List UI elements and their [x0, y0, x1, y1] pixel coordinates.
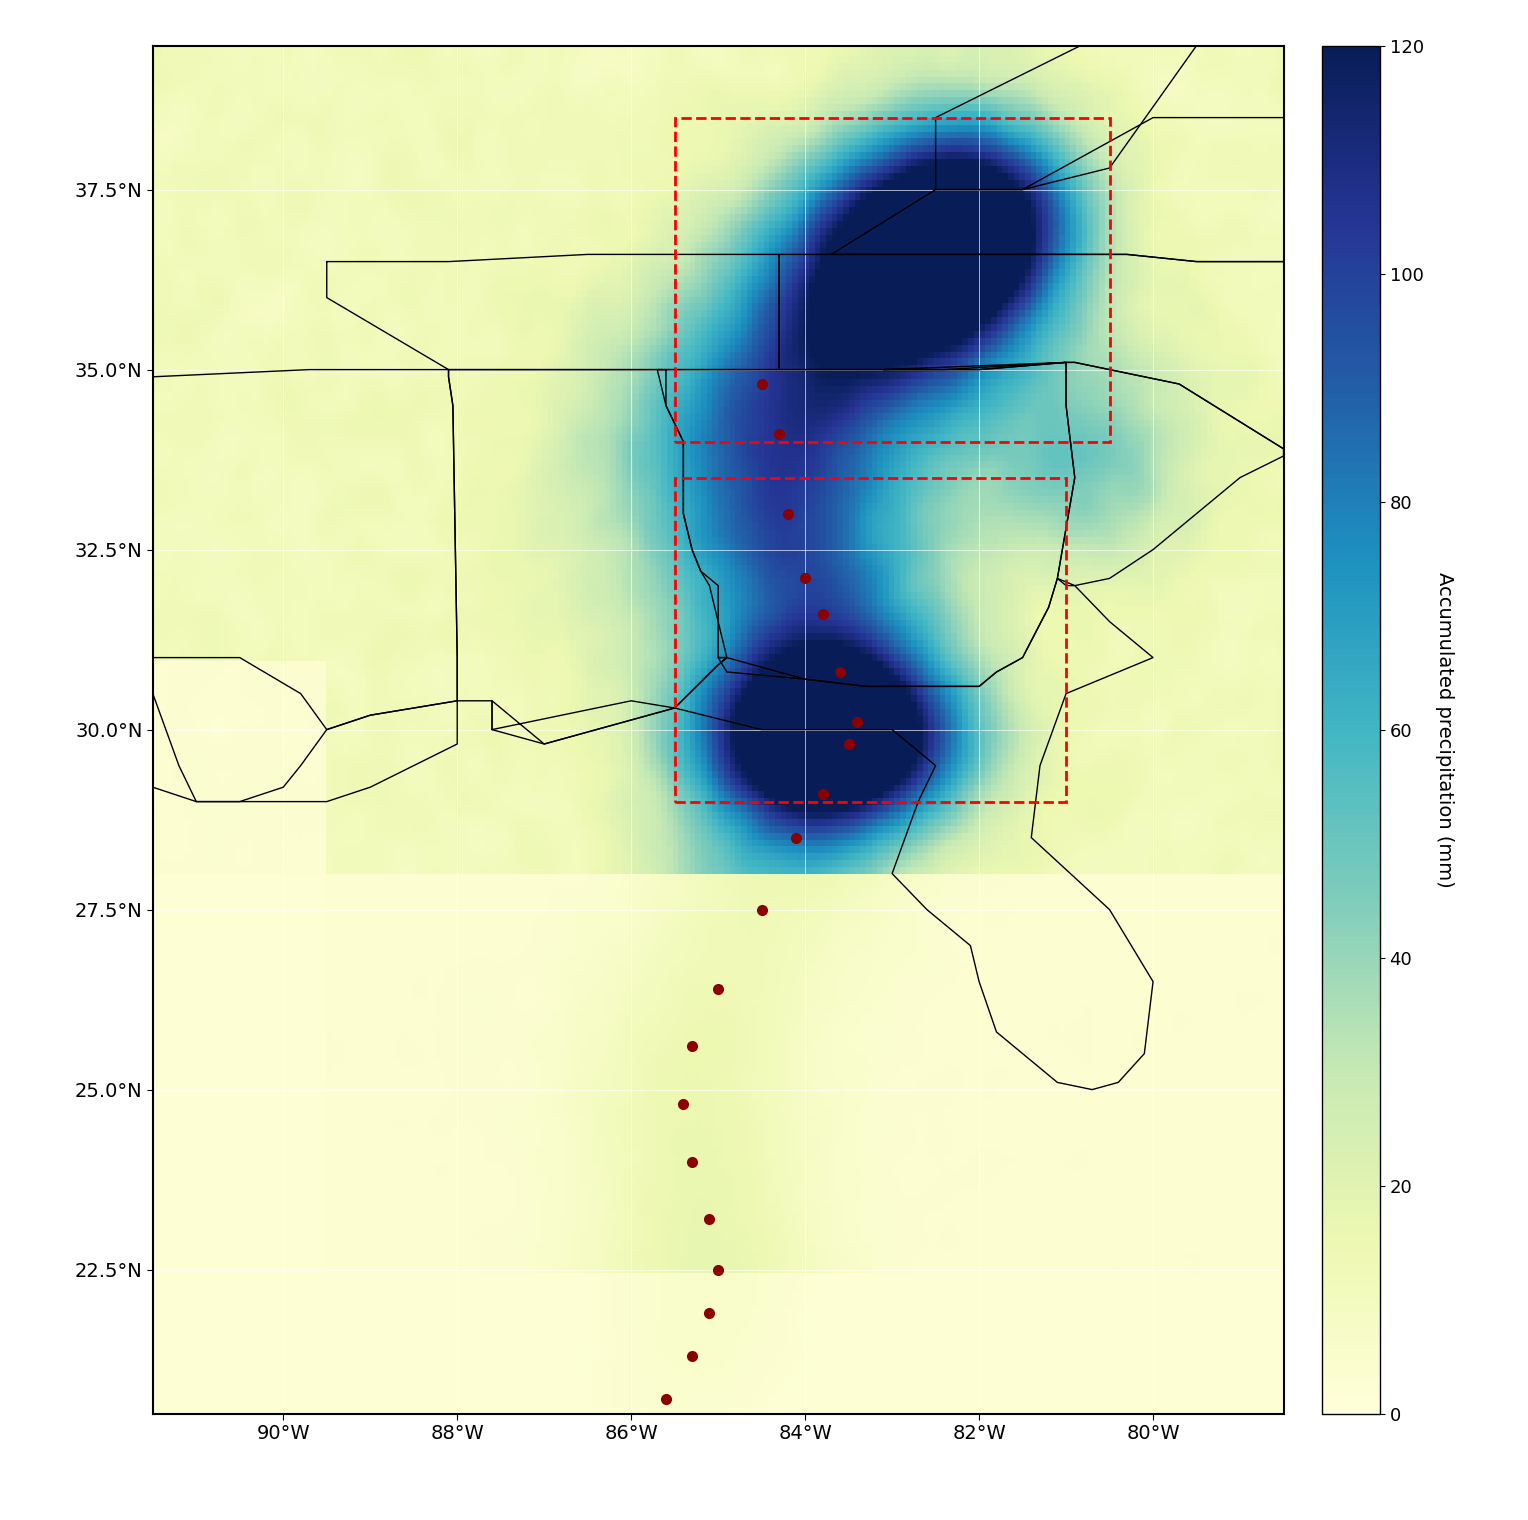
- Point: [706, 1257, 730, 1281]
- Bar: [675, 477, 1067, 801]
- Point: [749, 897, 773, 921]
- Point: [706, 977, 730, 1002]
- Point: [680, 1344, 704, 1368]
- Point: [671, 1091, 695, 1116]
- Point: [828, 660, 853, 684]
- Point: [793, 567, 817, 591]
- Point: [680, 1149, 704, 1173]
- Point: [836, 731, 860, 755]
- Point: [767, 423, 792, 447]
- Point: [810, 783, 834, 807]
- Point: [784, 825, 808, 850]
- Y-axis label: Accumulated precipitation (mm): Accumulated precipitation (mm): [1435, 572, 1455, 888]
- Bar: [675, 117, 1109, 442]
- Point: [810, 602, 834, 626]
- Point: [697, 1207, 721, 1231]
- Point: [697, 1301, 721, 1325]
- Point: [776, 502, 801, 526]
- Point: [845, 710, 869, 734]
- Point: [749, 372, 773, 397]
- Point: [654, 1388, 678, 1412]
- Point: [680, 1034, 704, 1058]
